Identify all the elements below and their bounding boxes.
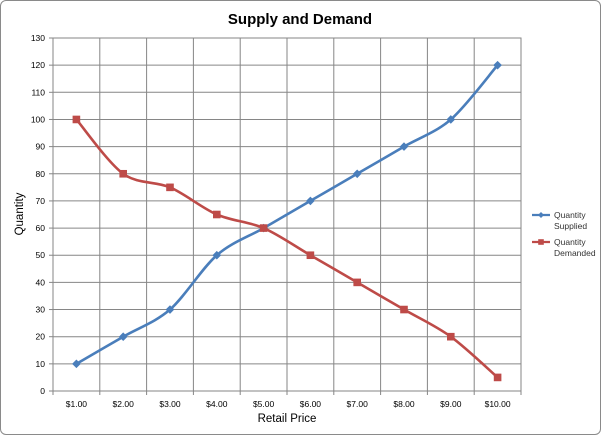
y-tick-label: 90 bbox=[36, 142, 46, 152]
data-point-quantity-demanded bbox=[166, 183, 174, 192]
legend-label: Supplied bbox=[554, 221, 587, 231]
gridlines bbox=[53, 38, 521, 391]
y-tick-label: 100 bbox=[31, 114, 45, 124]
data-point-quantity-supplied bbox=[165, 305, 175, 314]
legend-label: Quantity bbox=[554, 210, 586, 220]
data-point-quantity-supplied bbox=[493, 60, 502, 70]
data-point-quantity-supplied bbox=[446, 115, 456, 124]
x-tick-label: $10.00 bbox=[485, 399, 511, 409]
x-tick-labels: $1.00 $2.00 $3.00 $4.00 $5.00 $6.00 $7.00 $8.00… bbox=[66, 399, 511, 409]
y-tick-label: 20 bbox=[36, 332, 46, 342]
y-tick-label: 50 bbox=[36, 250, 46, 260]
x-tick-label: $6.00 bbox=[300, 399, 322, 409]
series-line-quantity-supplied bbox=[75, 63, 499, 366]
y-tick-label: 40 bbox=[36, 277, 46, 287]
y-axis-title: Quantity bbox=[14, 192, 26, 235]
y-tick-label: 80 bbox=[36, 169, 46, 179]
legend-label: Quantity bbox=[554, 237, 586, 247]
data-point-quantity-supplied bbox=[118, 332, 128, 341]
series-lines bbox=[72, 60, 502, 382]
y-tick-label: 130 bbox=[31, 33, 45, 43]
data-point-quantity-supplied bbox=[306, 196, 315, 206]
data-point-quantity-demanded bbox=[353, 278, 361, 287]
x-tick-label: $1.00 bbox=[66, 399, 88, 409]
x-tick-label: $3.00 bbox=[159, 399, 181, 409]
y-tick-label: 60 bbox=[36, 223, 46, 233]
x-tick-label: $4.00 bbox=[206, 399, 228, 409]
data-point-quantity-demanded bbox=[400, 305, 408, 314]
series-quantity-demanded bbox=[72, 115, 502, 382]
x-tick-label: $7.00 bbox=[347, 399, 369, 409]
data-point-quantity-supplied bbox=[352, 169, 362, 179]
y-tick-label: 30 bbox=[36, 305, 46, 315]
chart-title: Supply and Demand bbox=[228, 11, 372, 28]
y-tick-label: 10 bbox=[36, 359, 46, 369]
legend-marker bbox=[538, 212, 544, 218]
data-point-quantity-supplied bbox=[72, 359, 81, 369]
axis-ticks bbox=[49, 37, 522, 395]
x-tick-label: $8.00 bbox=[393, 399, 415, 409]
data-point-quantity-demanded bbox=[72, 115, 81, 124]
x-axis-title: Retail Price bbox=[258, 413, 317, 425]
data-point-quantity-supplied bbox=[399, 142, 409, 151]
data-point-quantity-demanded bbox=[493, 373, 502, 382]
data-point-quantity-demanded bbox=[259, 224, 268, 232]
y-tick-label: 120 bbox=[31, 60, 45, 70]
data-point-quantity-demanded bbox=[306, 251, 315, 260]
legend-marker bbox=[538, 239, 544, 245]
y-tick-label: 70 bbox=[36, 196, 46, 206]
data-point-quantity-supplied bbox=[212, 250, 222, 260]
x-tick-label: $2.00 bbox=[113, 399, 135, 409]
y-tick-label: 0 bbox=[40, 386, 45, 396]
data-point-quantity-demanded bbox=[119, 169, 128, 178]
series-line-quantity-demanded bbox=[75, 118, 499, 379]
legend-label: Demanded bbox=[554, 248, 596, 258]
data-point-quantity-demanded bbox=[213, 210, 221, 219]
x-tick-label: $5.00 bbox=[253, 399, 275, 409]
x-tick-label: $9.00 bbox=[440, 399, 462, 409]
data-point-quantity-demanded bbox=[447, 332, 455, 341]
y-tick-label: 110 bbox=[31, 87, 45, 97]
y-tick-labels: 0 10 20 30 40 50 60 70 80 90 100 110 120 130 bbox=[31, 33, 45, 396]
